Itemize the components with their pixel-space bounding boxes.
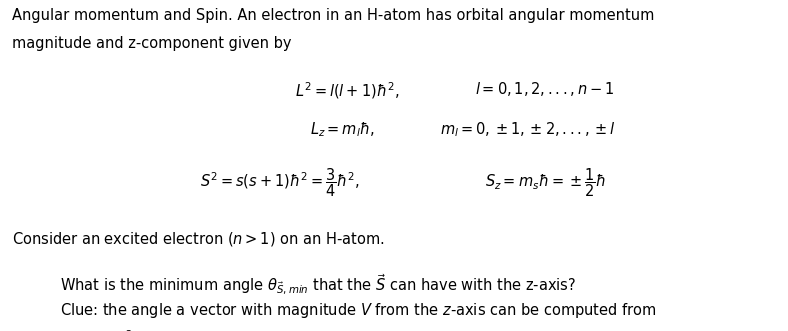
- Text: $\cos\theta = V^2/V$: $\cos\theta = V^2/V$: [60, 328, 150, 331]
- Text: $l = 0,1,2,...,n-1$: $l = 0,1,2,...,n-1$: [475, 80, 615, 98]
- Text: $S^2 = s(s+1)\hbar^2 = \dfrac{3}{4}\hbar^2,$: $S^2 = s(s+1)\hbar^2 = \dfrac{3}{4}\hbar…: [200, 166, 360, 199]
- Text: $L_z = m_l\hbar,$: $L_z = m_l\hbar,$: [310, 120, 375, 139]
- Text: magnitude and z-component given by: magnitude and z-component given by: [12, 36, 292, 51]
- Text: Angular momentum and Spin. An electron in an H-atom has orbital angular momentum: Angular momentum and Spin. An electron i…: [12, 8, 654, 23]
- Text: Clue: the angle a vector with magnitude $V$ from the $z$-axis can be computed fr: Clue: the angle a vector with magnitude …: [60, 301, 656, 320]
- Text: $S_z = m_s\hbar = \pm\dfrac{1}{2}\hbar$: $S_z = m_s\hbar = \pm\dfrac{1}{2}\hbar$: [485, 166, 606, 199]
- Text: What is the minimum angle $\theta_{\vec{S},min}$ that the $\vec{S}$ can have wit: What is the minimum angle $\theta_{\vec{…: [60, 273, 576, 297]
- Text: $m_l = 0, \pm1, \pm2,..., \pm l$: $m_l = 0, \pm1, \pm2,..., \pm l$: [440, 120, 615, 139]
- Text: Consider an excited electron ($n > 1$) on an H-atom.: Consider an excited electron ($n > 1$) o…: [12, 230, 385, 248]
- Text: $L^2 = l(l+1)\hbar^2,$: $L^2 = l(l+1)\hbar^2,$: [295, 80, 400, 101]
